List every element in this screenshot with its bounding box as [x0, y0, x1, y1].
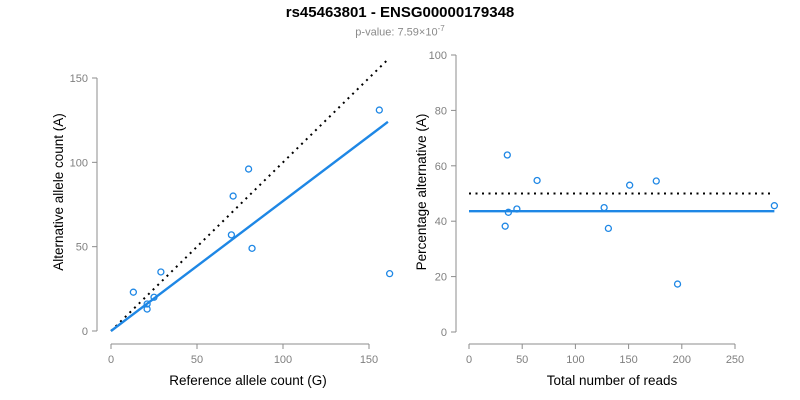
- percentage-plot: 0 50 100 150 200 250 0 20 40 60 80 100 Total number …: [414, 50, 779, 388]
- data-point: [626, 181, 634, 189]
- data-point: [385, 270, 394, 278]
- pvalue-exponent: -7: [437, 24, 445, 33]
- data-point: [157, 268, 165, 276]
- y-tick-label: 80: [435, 105, 447, 117]
- data-point: [604, 224, 613, 233]
- y-axis-title: Alternative allele count (A): [51, 113, 66, 271]
- x-axis-title: Reference allele count (G): [169, 373, 327, 388]
- y-tick-label: 0: [82, 326, 88, 338]
- data-point: [375, 106, 383, 114]
- x-tick-label: 0: [466, 354, 472, 366]
- x-tick-label: 150: [360, 354, 378, 366]
- data-point: [150, 293, 158, 301]
- y-tick-label: 50: [76, 242, 88, 254]
- data-point: [501, 222, 509, 230]
- data-point: [533, 176, 541, 185]
- data-point: [244, 165, 253, 173]
- data-point: [248, 244, 256, 253]
- identity-line: [110, 58, 389, 332]
- data-point: [503, 151, 511, 159]
- data-point: [600, 203, 608, 212]
- x-tick-label: 150: [619, 354, 637, 366]
- data-point: [504, 208, 513, 216]
- y-tick-label: 100: [70, 157, 88, 169]
- x-tick-label: 100: [566, 354, 584, 366]
- x-tick-label: 100: [274, 354, 292, 366]
- data-point: [129, 288, 138, 296]
- pvalue-text: p-value: 7.59×10: [355, 26, 438, 39]
- data-point: [143, 300, 151, 308]
- figure-subtitle: p-value: 7.59×10-7: [0, 24, 800, 39]
- x-tick-label: 250: [726, 354, 744, 366]
- y-tick-label: 0: [441, 327, 447, 339]
- figure-title: rs45463801 - ENSG00000179348: [285, 4, 515, 21]
- x-axis-title: Total number of reads: [547, 373, 678, 388]
- y-tick-label: 60: [435, 161, 447, 173]
- x-tick-label: 0: [108, 354, 114, 366]
- y-axis-title: Percentage alternative (A): [414, 114, 429, 271]
- y-tick-label: 20: [435, 272, 447, 284]
- data-point: [227, 231, 236, 239]
- data-point: [229, 192, 237, 200]
- y-tick-label: 100: [429, 50, 447, 62]
- allele-count-plot: 0 50 100 150 0 50 100 150 Reference allele count…: [51, 58, 394, 388]
- x-tick-label: 50: [516, 354, 528, 366]
- data-point: [513, 205, 521, 213]
- y-tick-label: 150: [70, 73, 88, 85]
- data-point: [652, 177, 660, 185]
- y-tick-label: 40: [435, 216, 447, 228]
- data-point: [673, 280, 682, 288]
- x-tick-label: 50: [191, 354, 203, 366]
- data-point: [770, 202, 779, 210]
- data-point: [143, 305, 151, 313]
- x-tick-label: 200: [673, 354, 691, 366]
